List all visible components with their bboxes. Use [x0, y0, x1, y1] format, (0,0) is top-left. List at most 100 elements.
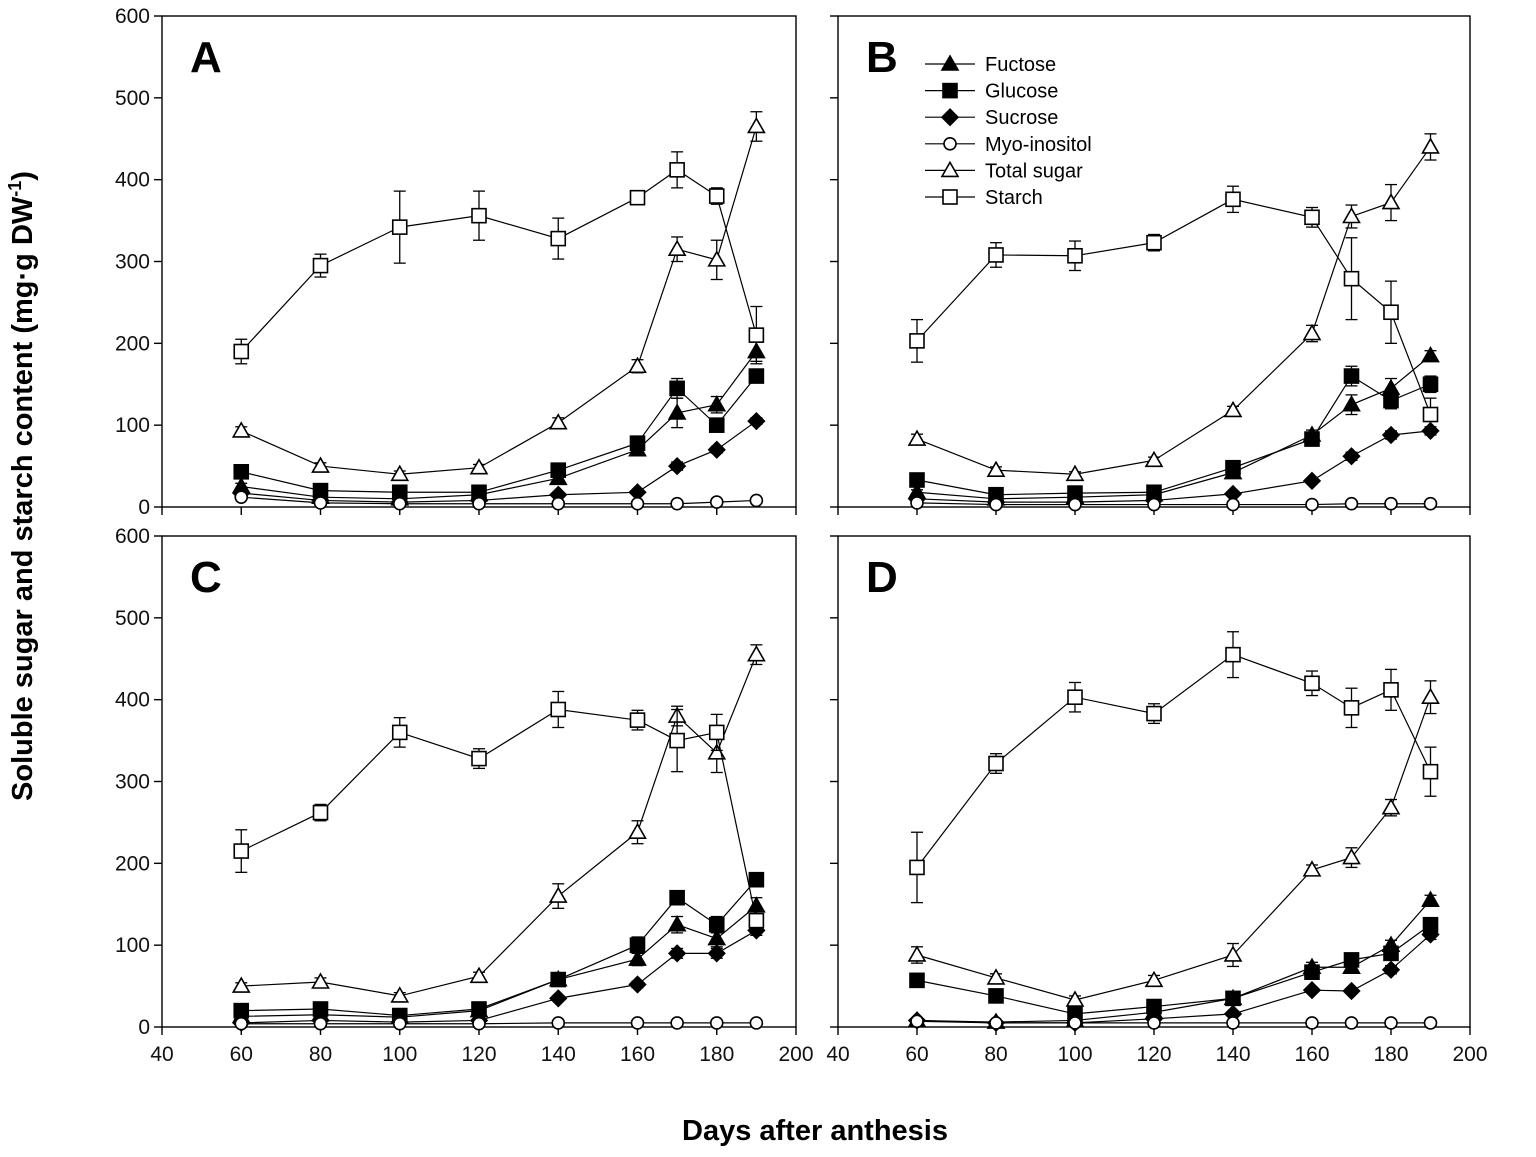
legend-marker: [942, 82, 958, 99]
data-point: [469, 966, 489, 984]
data-point: [233, 464, 250, 480]
series-total-sugar: [231, 644, 766, 1003]
data-point: [708, 188, 725, 204]
data-point: [667, 456, 687, 476]
x-tick-label: 100: [1057, 1043, 1092, 1066]
legend-entry: Total sugar: [925, 160, 1083, 182]
legend-marker: [940, 108, 960, 127]
y-axis-title: Soluble sugar and starch content (mg·g D…: [5, 171, 39, 801]
data-point: [1343, 270, 1360, 287]
series-myo-inositol: [910, 496, 1438, 512]
data-point: [669, 380, 685, 397]
data-point: [1343, 368, 1360, 384]
data-point: [988, 755, 1004, 772]
data-point: [1342, 981, 1361, 1001]
legend-entry: Glucose: [925, 81, 1058, 103]
data-point: [1383, 682, 1399, 698]
y-tick-label: 0: [138, 1016, 150, 1039]
data-point: [1302, 981, 1322, 1000]
series-line: [241, 126, 757, 475]
data-point: [313, 496, 328, 510]
data-point: [551, 1016, 566, 1030]
y-tick-label: 400: [115, 689, 150, 712]
data-point: [311, 972, 330, 989]
series-total-sugar: [907, 133, 1440, 482]
y-tick-label: 300: [115, 251, 150, 274]
data-point: [1065, 990, 1085, 1007]
legend-label: Total sugar: [985, 160, 1083, 182]
data-point: [749, 1016, 764, 1030]
data-point: [669, 732, 685, 749]
data-point: [748, 368, 765, 384]
x-axis-title: Days after anthesis: [682, 1115, 948, 1147]
data-point: [667, 944, 687, 963]
data-point: [707, 944, 726, 963]
data-point: [909, 972, 925, 989]
panel-label-d: D: [866, 553, 898, 602]
data-point: [746, 116, 766, 134]
series-glucose: [909, 916, 1439, 1022]
data-point: [1383, 945, 1399, 962]
data-point: [748, 912, 765, 929]
data-point: [630, 496, 645, 511]
data-point: [1421, 345, 1440, 363]
data-point: [667, 403, 687, 420]
data-point: [1383, 304, 1399, 321]
data-point: [231, 976, 251, 993]
data-point: [550, 971, 567, 988]
data-point: [472, 1016, 486, 1031]
data-point: [1305, 497, 1319, 512]
data-point: [629, 435, 646, 451]
data-point: [1342, 447, 1361, 466]
x-tick-label: 80: [984, 1043, 1007, 1066]
data-point: [1304, 964, 1320, 980]
data-point: [1381, 425, 1401, 445]
data-point: [1223, 945, 1243, 962]
data-point: [1344, 1016, 1359, 1030]
data-point: [1067, 689, 1083, 706]
data-point: [909, 472, 925, 488]
data-point: [1223, 400, 1243, 418]
data-point: [629, 712, 646, 728]
x-tick-label: 80: [309, 1043, 332, 1066]
data-point: [392, 496, 407, 511]
data-point: [1225, 191, 1241, 208]
data-point: [1225, 459, 1241, 476]
data-point: [1342, 395, 1361, 412]
series-total-sugar: [907, 680, 1440, 1007]
data-point: [707, 440, 726, 459]
y-tick-label: 600: [115, 5, 150, 28]
series-myo-inositol: [234, 1016, 764, 1031]
series-starch: [233, 690, 765, 934]
data-point: [390, 464, 410, 482]
data-point: [989, 497, 1003, 512]
data-point: [986, 460, 1006, 477]
data-point: [747, 411, 766, 431]
data-point: [1068, 1016, 1082, 1030]
data-point: [1342, 847, 1361, 865]
data-point: [471, 750, 487, 767]
data-point: [1344, 496, 1359, 511]
data-point: [1226, 497, 1240, 512]
legend-entry: Myo-inositol: [925, 134, 1092, 156]
x-tick-label: 180: [699, 1043, 734, 1066]
data-point: [549, 989, 568, 1008]
data-point: [1343, 700, 1360, 716]
data-point: [391, 219, 408, 235]
data-point: [909, 333, 925, 349]
data-point: [1381, 192, 1401, 210]
y-tick-label: 500: [115, 607, 150, 630]
data-point: [469, 458, 489, 475]
data-point: [1384, 496, 1398, 511]
x-tick-label: 140: [1215, 1043, 1250, 1066]
data-point: [630, 1016, 645, 1030]
x-tick-label: 120: [1136, 1043, 1171, 1066]
series-starch: [233, 151, 765, 365]
data-point: [1147, 1016, 1161, 1030]
series-starch: [909, 631, 1439, 904]
data-point: [628, 356, 647, 374]
data-point: [1144, 970, 1164, 988]
data-point: [311, 456, 330, 473]
data-point: [709, 1016, 724, 1030]
x-tick-label: 200: [1452, 1043, 1487, 1066]
